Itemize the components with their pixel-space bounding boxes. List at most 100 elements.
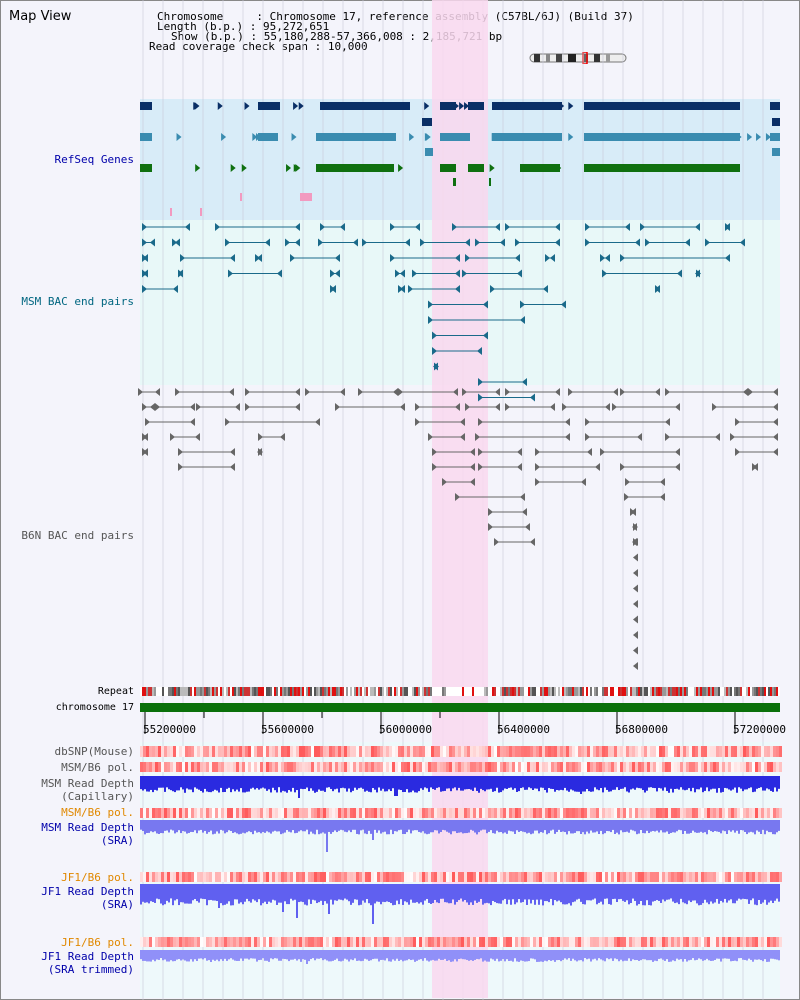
bac-end — [550, 254, 555, 262]
depth-bar — [348, 776, 350, 789]
depth-bar — [736, 950, 738, 962]
depth-bar — [568, 884, 570, 904]
bac-end — [295, 223, 300, 231]
repeat-block — [192, 687, 194, 696]
track-label-b6n-bac[interactable]: B6N BAC end pairs — [21, 529, 134, 542]
polymorphism-cell — [287, 872, 290, 882]
bac-end — [390, 223, 395, 231]
polymorphism-cell — [224, 872, 227, 882]
depth-bar — [470, 776, 472, 790]
polymorphism-cell — [215, 937, 218, 947]
depth-bar — [264, 950, 266, 961]
chromosome-ideogram[interactable] — [528, 52, 628, 64]
depth-bar — [460, 776, 462, 791]
repeat-block — [742, 687, 744, 696]
polymorphism-cell — [719, 872, 722, 882]
polymorphism-cell — [650, 872, 653, 882]
track-label-jf1-b6-pol-1[interactable]: JF1/B6 pol. — [61, 871, 134, 884]
depth-bar — [504, 884, 506, 899]
bac-end — [178, 448, 183, 456]
repeat-block — [768, 687, 770, 696]
polymorphism-cell — [509, 746, 512, 757]
depth-bar — [516, 884, 518, 903]
polymorphism-cell — [779, 762, 782, 772]
depth-bar — [348, 884, 350, 902]
polymorphism-cell — [452, 872, 455, 882]
polymorphism-cell — [554, 746, 557, 757]
polymorphism-cell — [293, 762, 296, 772]
polymorphism-cell — [644, 937, 647, 947]
gene-feature — [468, 164, 484, 172]
polymorphism-cell — [698, 808, 701, 818]
track-label-msm-b6-pol-2[interactable]: MSM/B6 pol. — [61, 806, 134, 819]
track-label-msm-b6-pol-1[interactable]: MSM/B6 pol. — [61, 761, 134, 774]
polymorphism-cell — [452, 746, 455, 757]
track-label-msm-depth-capillary[interactable]: MSM Read Depth — [41, 777, 134, 790]
depth-bar — [146, 884, 148, 903]
depth-bar — [614, 820, 616, 835]
track-label-msm-bac[interactable]: MSM BAC end pairs — [21, 295, 134, 308]
gene-arrow — [701, 164, 707, 172]
depth-bar — [748, 884, 750, 904]
depth-bar — [274, 776, 276, 791]
repeat-block — [208, 687, 210, 696]
polymorphism-cell — [701, 872, 704, 882]
depth-bar — [442, 776, 444, 792]
depth-bar — [236, 776, 238, 790]
depth-bar — [530, 884, 532, 904]
polymorphism-cell — [500, 762, 503, 772]
polymorphism-cell — [500, 808, 503, 818]
depth-bar — [220, 820, 222, 830]
repeat-block — [312, 687, 314, 696]
bac-end — [335, 254, 340, 262]
repeat-block — [340, 687, 342, 696]
depth-bar — [606, 820, 608, 832]
polymorphism-cell — [584, 746, 587, 757]
polymorphism-cell — [548, 808, 551, 818]
track-label-jf1-b6-pol-2[interactable]: JF1/B6 pol. — [61, 936, 134, 949]
polymorphism-cell — [287, 746, 290, 757]
depth-bar — [530, 950, 532, 959]
depth-bar — [332, 776, 334, 792]
depth-bar — [338, 884, 340, 900]
polymorphism-cell — [647, 872, 650, 882]
polymorphism-cell — [311, 937, 314, 947]
track-label-dbsnp[interactable]: dbSNP(Mouse) — [54, 745, 134, 758]
depth-bar — [144, 820, 146, 835]
polymorphism-cell — [620, 746, 623, 757]
depth-bar — [170, 820, 172, 830]
polymorphism-cell — [707, 937, 710, 947]
polymorphism-cell — [578, 872, 581, 882]
repeat-block — [252, 687, 254, 696]
depth-bar — [582, 776, 584, 792]
depth-bar — [490, 776, 492, 789]
polymorphism-cell — [632, 872, 635, 882]
bac-end — [460, 418, 465, 426]
polymorphism-cell — [440, 872, 443, 882]
polymorphism-cell — [386, 808, 389, 818]
repeat-block — [502, 687, 504, 696]
depth-bar — [208, 820, 210, 833]
bac-end — [280, 433, 285, 441]
track-label-msm-depth-sra[interactable]: MSM Read Depth — [41, 821, 134, 834]
polymorphism-cell — [374, 937, 377, 947]
polymorphism-cell — [593, 746, 596, 757]
track-label-repeat[interactable]: Repeat — [97, 686, 134, 697]
depth-bar — [556, 776, 558, 790]
depth-bar — [752, 950, 754, 962]
track-label-refseq[interactable]: RefSeq Genes — [54, 153, 134, 166]
polymorphism-cell — [581, 746, 584, 757]
depth-bar — [734, 776, 736, 788]
bac-end — [470, 478, 475, 486]
polymorphism-cell — [377, 937, 380, 947]
repeat-block — [278, 687, 280, 696]
polymorphism-cell — [755, 746, 758, 757]
track-label-jf1-depth-trimmed[interactable]: JF1 Read Depth — [41, 950, 134, 963]
depth-bar — [578, 776, 580, 792]
polymorphism-cell — [419, 762, 422, 772]
track-label-jf1-depth-sra[interactable]: JF1 Read Depth — [41, 885, 134, 898]
polymorphism-cell — [524, 762, 527, 772]
bac-end — [633, 538, 638, 546]
depth-bar — [686, 884, 688, 905]
